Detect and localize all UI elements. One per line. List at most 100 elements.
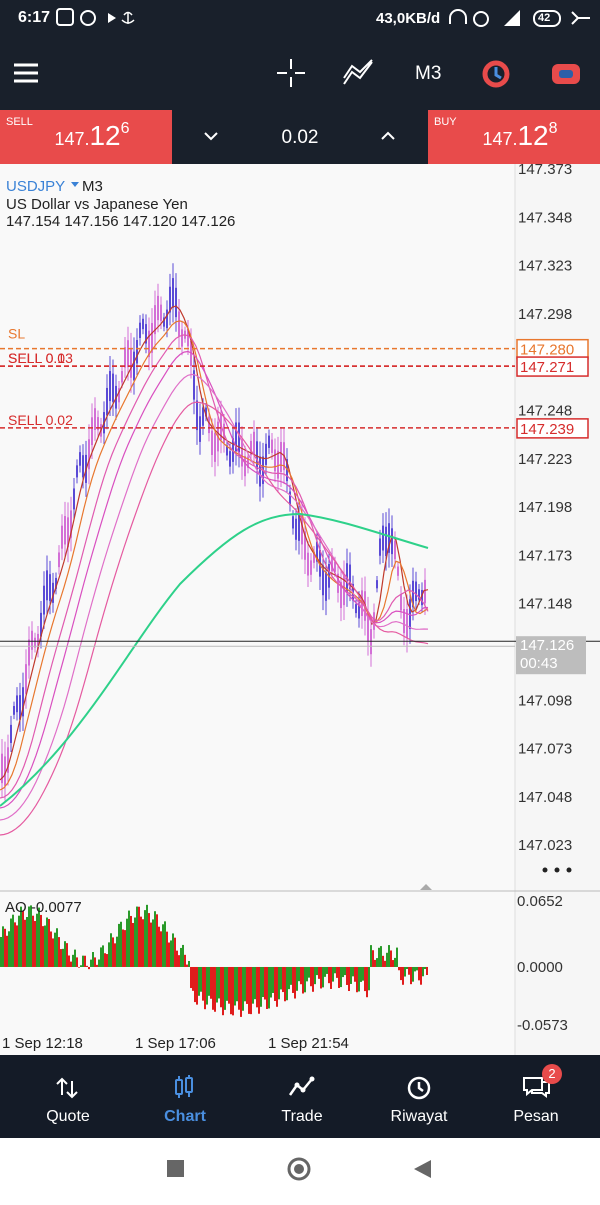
candle-body: [55, 577, 57, 589]
ao-bar: [82, 955, 84, 967]
ao-bar: [412, 966, 414, 982]
indicators-button[interactable]: [342, 58, 374, 88]
ao-bar: [418, 966, 420, 981]
ao-bar: [126, 918, 128, 967]
ao-bar: [346, 966, 348, 985]
lot-increase[interactable]: [380, 130, 396, 142]
candle-body: [121, 371, 123, 383]
ao-bar: [250, 966, 252, 1015]
level-label: SELL 0.03: [8, 350, 73, 366]
trade-clock-button[interactable]: [480, 58, 512, 90]
candle-body: [166, 309, 168, 329]
ao-bar: [58, 937, 60, 967]
sell-button[interactable]: SELL 147.126: [0, 110, 172, 164]
ao-bar: [2, 926, 4, 967]
ao-bar: [190, 966, 192, 989]
pane-resize[interactable]: [420, 884, 432, 890]
plot-bg: [0, 164, 515, 1055]
ao-bar: [50, 931, 52, 967]
ao-bar: [296, 966, 298, 991]
ao-bar: [360, 966, 362, 982]
ao-bar: [246, 966, 248, 1004]
timeframe-button[interactable]: M3: [415, 63, 442, 84]
level-price: 147.239: [520, 421, 574, 438]
ao-bar: [256, 966, 258, 1008]
ao-bar: [62, 948, 64, 967]
candle-body: [79, 452, 81, 466]
candle-body: [193, 370, 195, 400]
ao-bar: [262, 966, 264, 998]
ao-bar: [234, 966, 236, 1006]
candle-body: [172, 278, 174, 308]
ao-bar: [154, 911, 156, 967]
candle-body: [4, 756, 6, 786]
ao-bar: [76, 957, 78, 967]
level-price: 147.271: [520, 359, 574, 376]
lot-size[interactable]: 0.02: [281, 127, 319, 148]
ao-bar: [134, 917, 136, 967]
more-dot[interactable]: [566, 867, 572, 873]
ao-bar: [380, 946, 382, 967]
nav-item[interactable]: Riwayat: [359, 1055, 479, 1138]
back-button[interactable]: [414, 1160, 431, 1178]
lot-decrease[interactable]: [203, 130, 219, 142]
ao-bar: [230, 966, 232, 1015]
ao-tick-label: -0.0573: [517, 1017, 568, 1034]
ao-bar: [294, 966, 296, 999]
ao-bar: [44, 925, 46, 967]
sell-label: SELL: [6, 116, 33, 128]
more-dot[interactable]: [554, 867, 560, 873]
ao-bar: [128, 910, 130, 967]
recents-button[interactable]: [167, 1160, 184, 1177]
candle-body: [142, 318, 144, 330]
symbol[interactable]: USDJPY: [6, 178, 65, 195]
ao-bar: [148, 913, 150, 967]
ao-bar: [354, 966, 356, 982]
ao-bar: [60, 949, 62, 967]
candle-body: [178, 311, 180, 337]
more-dot[interactable]: [542, 867, 548, 873]
ao-bar: [306, 966, 308, 982]
candle-body: [196, 400, 198, 431]
nav-icon: [56, 1077, 78, 1099]
level-label: SELL 0.1: [8, 350, 65, 366]
candle-body: [268, 435, 270, 448]
buy-button[interactable]: BUY 147.128: [428, 110, 600, 164]
crosshair-button[interactable]: [276, 58, 306, 88]
ao-bar: [420, 966, 422, 985]
ao-bar: [304, 966, 306, 993]
ao-bar: [168, 942, 170, 967]
nav-item[interactable]: Pesan: [476, 1055, 596, 1138]
symbol-dropdown[interactable]: [71, 182, 79, 187]
nav-item[interactable]: Chart: [125, 1055, 245, 1138]
nav-item[interactable]: Trade: [242, 1055, 362, 1138]
ao-bar: [32, 915, 34, 967]
ao-bar: [236, 966, 238, 1002]
candle-body: [34, 637, 36, 648]
candle-body: [388, 523, 390, 553]
candle-body: [376, 580, 378, 589]
ao-bar: [138, 906, 140, 967]
price-tick-label: 147.148: [518, 596, 572, 613]
candle-body: [403, 609, 405, 634]
ao-bar: [24, 919, 26, 967]
ao-bar: [426, 966, 428, 975]
ao-bar: [388, 945, 390, 967]
nav-item[interactable]: Quote: [8, 1055, 128, 1138]
candle-body: [145, 324, 147, 344]
ao-bar: [184, 954, 186, 967]
ao-bar: [374, 959, 376, 967]
home-button[interactable]: [287, 1157, 311, 1181]
ao-bar: [288, 966, 290, 990]
ao-bar: [26, 917, 28, 967]
one-click-button[interactable]: [550, 60, 582, 88]
nav-icon: [523, 1077, 550, 1098]
candle-body: [373, 612, 375, 630]
candle-body: [97, 417, 99, 431]
ao-bar: [28, 906, 30, 967]
menu-button[interactable]: [12, 62, 40, 84]
ao-bar: [274, 966, 276, 1001]
ao-bar: [242, 966, 244, 1011]
candle-body: [181, 329, 183, 347]
price-sup: 6: [120, 120, 130, 137]
